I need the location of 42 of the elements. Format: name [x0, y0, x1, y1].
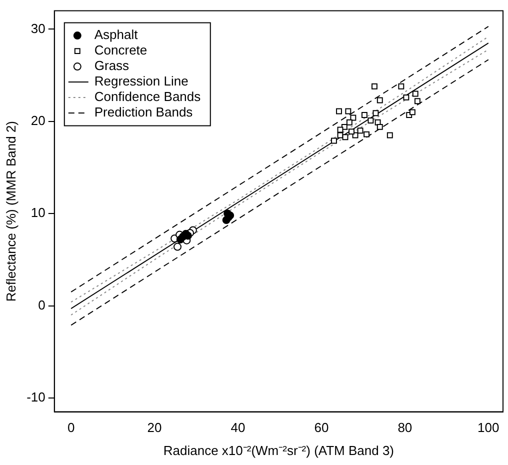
- legend-label: Concrete: [94, 42, 148, 58]
- y-axis-title: Reflectance (%) (MMR Band 2): [3, 120, 18, 302]
- x-axis-title: Radiance x10⁻²(Wm⁻²sr⁻²) (ATM Band 3): [163, 442, 394, 458]
- point: [336, 108, 342, 114]
- point: [376, 97, 383, 104]
- y-tick-label: -10: [26, 390, 46, 405]
- point: [348, 128, 354, 135]
- x-tick-label: 100: [478, 420, 500, 436]
- x-tick-label: 80: [398, 420, 412, 436]
- point: [414, 98, 420, 104]
- point: [331, 138, 337, 144]
- y-tick-label: 0: [38, 297, 46, 312]
- legend-label: Grass: [94, 58, 130, 74]
- point: [173, 242, 182, 251]
- x-tick-label: 0: [67, 420, 75, 436]
- point: [368, 118, 374, 124]
- y-tick-label: 30: [30, 20, 46, 36]
- x-tick-label: 20: [147, 420, 162, 436]
- legend-label: Confidence Bands: [94, 89, 202, 104]
- point: [386, 132, 393, 138]
- point: [364, 131, 370, 138]
- x-tick-label: 60: [314, 420, 329, 436]
- point: [357, 128, 364, 134]
- point: [176, 235, 184, 244]
- point: [403, 94, 410, 100]
- point: [376, 124, 383, 130]
- point: [346, 119, 352, 126]
- point: [409, 109, 416, 116]
- legend-label: Regression Line: [94, 74, 188, 89]
- point: [372, 110, 379, 116]
- legend-label: Asphalt: [94, 27, 138, 42]
- y-tick-label: 10: [30, 205, 46, 220]
- point: [398, 83, 404, 90]
- point: [342, 134, 348, 140]
- x-tick-label: 40: [230, 420, 246, 436]
- y-tick-label: 20: [30, 113, 46, 128]
- point: [371, 83, 378, 90]
- point: [337, 126, 344, 133]
- point: [361, 112, 368, 118]
- point: [412, 90, 418, 97]
- point: [345, 108, 352, 114]
- legend-label: Prediction Bands: [94, 104, 194, 120]
